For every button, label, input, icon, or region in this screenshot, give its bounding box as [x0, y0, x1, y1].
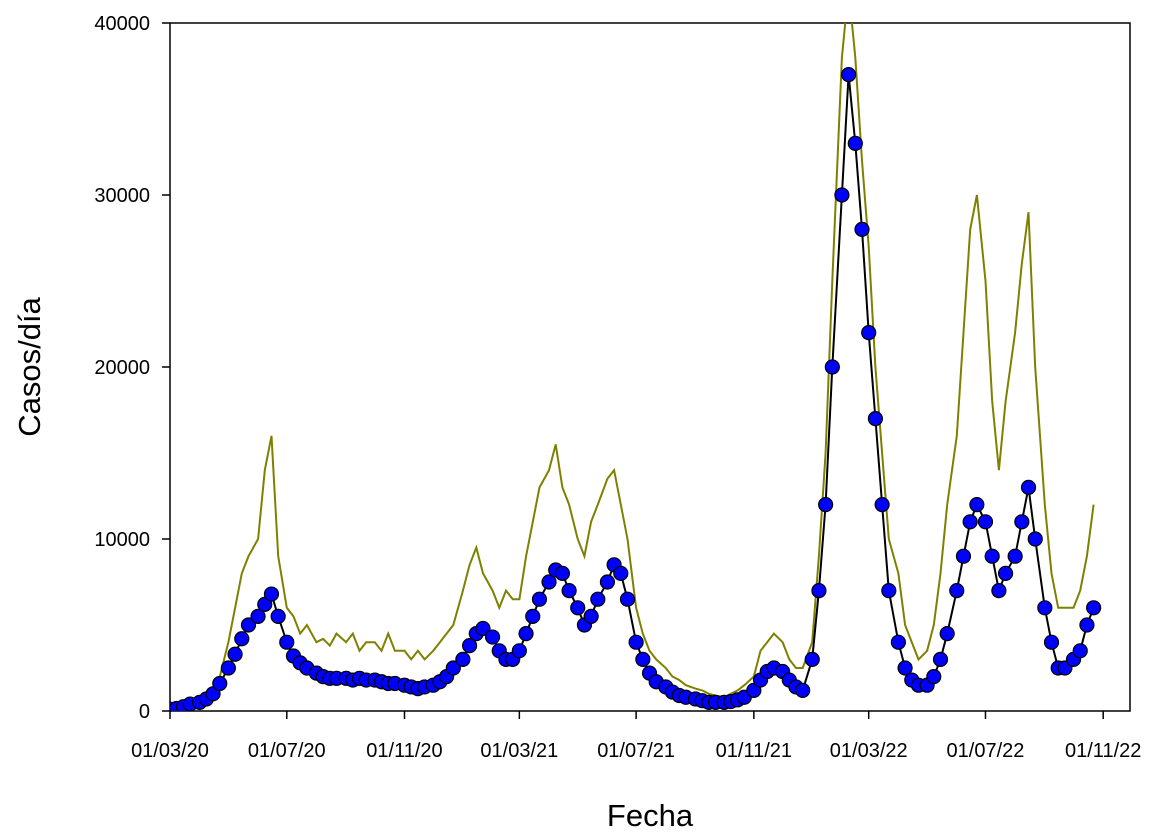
- data-point: [484, 629, 501, 645]
- x-tick-label: 01/11/21: [716, 740, 792, 762]
- y-axis-title: Casos/día: [12, 296, 47, 436]
- data-point: [854, 221, 870, 237]
- data-point: [955, 548, 972, 564]
- data-point: [531, 591, 548, 607]
- data-point: [1014, 514, 1030, 530]
- y-tick-label: 0: [139, 701, 150, 723]
- x-tick-label: 01/07/22: [947, 740, 1025, 762]
- data-point: [991, 582, 1007, 599]
- data-point: [949, 582, 965, 599]
- data-point: [461, 638, 478, 654]
- data-point: [834, 187, 850, 203]
- data-point: [619, 591, 636, 607]
- series-line: [170, 74, 1095, 711]
- data-point: [867, 411, 884, 427]
- data-point: [926, 668, 942, 685]
- data-point: [240, 617, 257, 633]
- data-point: [220, 660, 236, 676]
- y-tick-label: 30000: [94, 185, 150, 207]
- data-point: [962, 514, 978, 530]
- data-point: [518, 625, 534, 642]
- data-point: [227, 646, 243, 662]
- data-point: [511, 643, 527, 659]
- data-point: [590, 591, 606, 607]
- y-tick-label: 10000: [94, 529, 150, 551]
- data-point: [455, 651, 471, 668]
- data-point: [599, 574, 616, 590]
- data-point: [1037, 600, 1053, 616]
- data-point: [525, 608, 541, 625]
- data-point: [969, 497, 985, 513]
- x-tick-label: 01/03/22: [830, 740, 908, 762]
- data-point: [1086, 600, 1102, 616]
- data-point: [1020, 479, 1037, 495]
- data-point: [541, 574, 557, 590]
- data-point: [570, 600, 586, 616]
- data-point: [554, 565, 571, 582]
- x-tick-label: 01/11/20: [366, 740, 442, 762]
- data-point: [932, 651, 949, 668]
- data-point: [1043, 634, 1060, 650]
- data-point: [818, 497, 834, 513]
- data-point: [804, 651, 820, 668]
- x-tick-label: 01/03/21: [480, 740, 558, 762]
- data-point: [841, 66, 857, 83]
- data-point: [475, 620, 491, 637]
- series-line: [170, 23, 1095, 711]
- plot-frame: [169, 22, 1131, 712]
- data-point: [795, 682, 811, 698]
- data-point: [635, 651, 651, 668]
- data-point: [445, 660, 461, 676]
- data-point: [874, 497, 890, 513]
- data-point: [212, 675, 228, 692]
- data-point: [890, 634, 906, 650]
- data-point: [977, 514, 994, 530]
- data-point: [1027, 531, 1043, 547]
- data-point: [939, 625, 955, 642]
- x-tick-label: 01/03/20: [131, 740, 209, 762]
- data-point: [1007, 548, 1023, 564]
- x-axis-title: Fecha: [607, 798, 694, 831]
- data-point: [861, 325, 877, 341]
- x-tick-label: 01/07/21: [597, 740, 675, 762]
- data-point: [897, 660, 913, 676]
- data-point: [613, 565, 629, 582]
- data-point: [250, 608, 266, 625]
- y-tick-label: 20000: [94, 357, 150, 379]
- data-point: [1079, 617, 1095, 633]
- data-point: [847, 135, 863, 151]
- x-tick-label: 01/07/20: [248, 740, 326, 762]
- data-point: [997, 565, 1014, 582]
- data-point: [583, 608, 599, 625]
- data-point: [1072, 643, 1088, 659]
- data-point: [824, 359, 840, 375]
- data-point: [628, 634, 644, 650]
- data-point: [279, 634, 295, 650]
- x-tick-label: 01/11/22: [1065, 740, 1141, 762]
- data-point: [811, 582, 827, 599]
- y-tick-label: 40000: [94, 13, 150, 35]
- data-point: [984, 548, 1000, 564]
- data-point: [263, 586, 280, 602]
- data-point: [234, 631, 250, 647]
- plot-area: [170, 23, 1102, 711]
- data-point: [270, 608, 286, 625]
- data-point: [881, 582, 897, 599]
- data-point: [561, 582, 577, 599]
